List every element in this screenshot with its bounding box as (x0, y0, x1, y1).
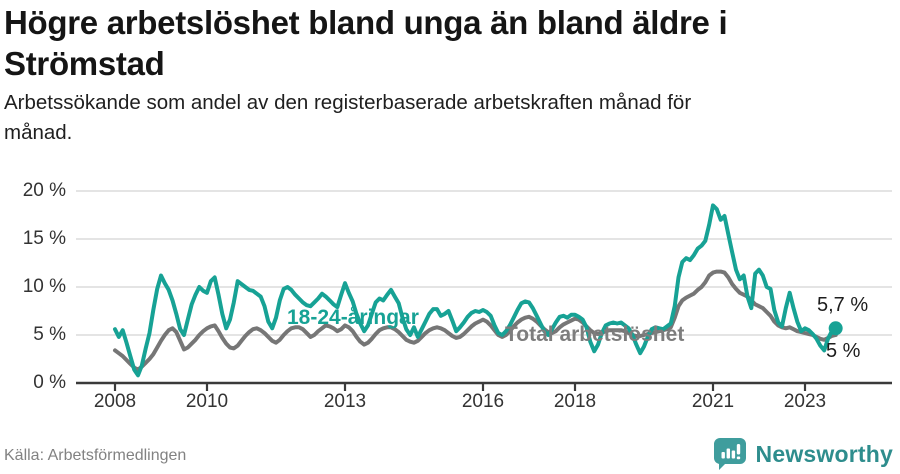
y-axis-label: 15 % (22, 228, 66, 249)
x-axis-label: 2018 (553, 391, 597, 412)
newsworthy-logo: Newsworthy (713, 438, 893, 470)
x-axis-label: 2013 (323, 391, 367, 412)
source-note: Källa: Arbetsförmedlingen (4, 447, 187, 464)
series-end-dot (828, 321, 843, 336)
x-axis-label: 2016 (461, 391, 505, 412)
y-axis-label: 20 % (22, 180, 66, 201)
y-axis-label: 5 % (33, 324, 66, 345)
series-line-total-arbetsl-shet (113, 269, 838, 372)
chart-title: Högre arbetslöshet bland unga än bland ä… (4, 4, 728, 82)
end-value-youth: 5,7 % (817, 294, 869, 316)
series-label-youth: 18-24-åringar (287, 306, 419, 329)
chart-subtitle: Arbetssökande som andel av den registerb… (4, 91, 692, 144)
series-line-18-24-ringar (113, 203, 838, 378)
x-axis-label: 2010 (185, 391, 229, 412)
x-axis-label: 2008 (93, 391, 137, 412)
y-axis-label: 10 % (22, 276, 66, 297)
series-label-total: Total arbetslöshet (505, 323, 685, 346)
y-axis-label: 0 % (33, 372, 66, 393)
x-axis-label: 2023 (783, 391, 827, 412)
newsworthy-bars-icon (713, 438, 746, 470)
x-axis-label: 2021 (691, 391, 735, 412)
newsworthy-wordmark: Newsworthy (755, 440, 893, 467)
end-value-total: 5 % (826, 340, 861, 362)
